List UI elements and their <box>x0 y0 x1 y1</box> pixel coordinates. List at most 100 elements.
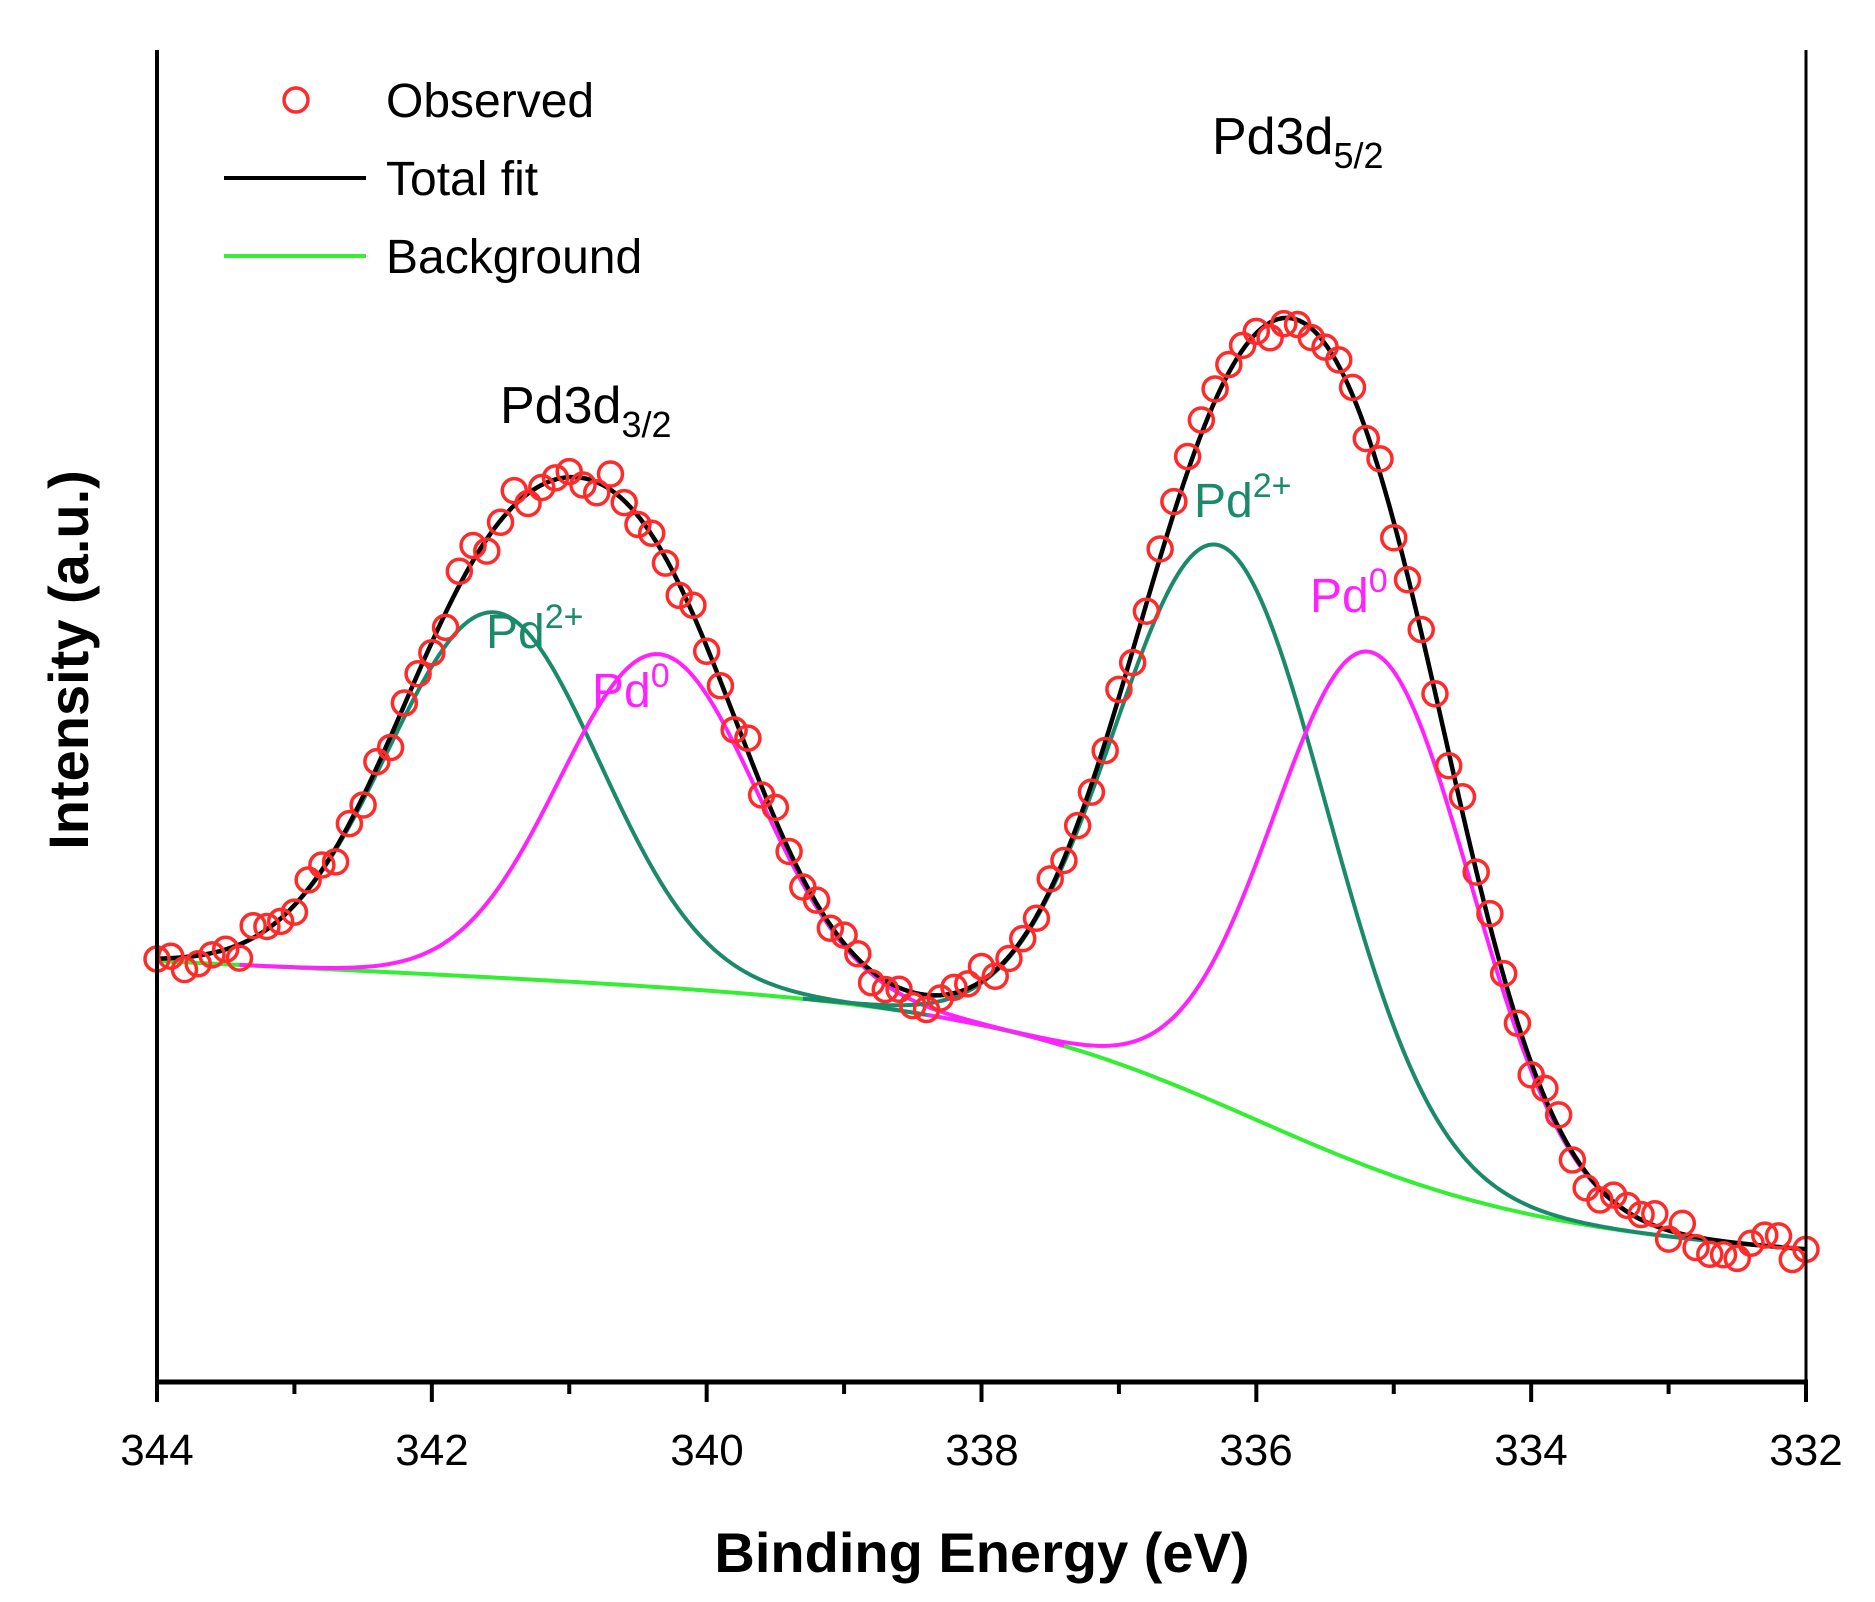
observed-point <box>1091 736 1119 765</box>
observed-point <box>1338 373 1367 402</box>
observed-point <box>871 975 900 1004</box>
observed-point <box>1696 1240 1724 1269</box>
component-label-superscript: 2+ <box>545 598 584 636</box>
observed-point <box>1297 323 1326 352</box>
observed-point <box>555 457 583 486</box>
observed-point <box>665 581 693 610</box>
x-ticks <box>155 1382 1808 1402</box>
legend-observed-marker <box>282 86 310 114</box>
observed-point <box>1393 565 1422 594</box>
observed-point <box>1668 1209 1697 1238</box>
observed-point <box>995 944 1023 973</box>
x-tick-label: 334 <box>1494 1426 1567 1475</box>
observed-point <box>211 935 240 963</box>
legend-total-fit-label: Total fit <box>386 153 538 206</box>
observed-point <box>225 944 254 972</box>
observed-point <box>1242 317 1271 346</box>
observed-point <box>1654 1225 1683 1253</box>
observed-point <box>967 952 996 981</box>
peak-label-3d52: Pd3d5/2 <box>1212 108 1384 176</box>
component-label-pd0-left: Pd0 <box>592 657 670 718</box>
observed-point <box>1380 524 1408 552</box>
observed-point <box>830 921 858 949</box>
observed-point <box>459 531 487 560</box>
observed-point <box>1434 751 1463 780</box>
observed-point <box>1063 811 1092 840</box>
series-background <box>156 958 1807 1252</box>
observed-point <box>404 659 432 688</box>
x-tick-label: 338 <box>945 1426 1018 1475</box>
observed-point <box>363 747 391 776</box>
observed-point <box>775 837 803 866</box>
observed-point <box>1201 375 1229 403</box>
observed-point <box>1325 346 1353 374</box>
observed-point <box>473 537 501 565</box>
observed-point <box>198 941 226 969</box>
observed-point <box>335 809 364 838</box>
observed-point <box>954 970 982 998</box>
observed-point <box>610 488 638 517</box>
component-label-superscript: 2+ <box>1253 467 1292 505</box>
observed-point <box>1531 1074 1559 1103</box>
component-label-pd0-right: Pd0 <box>1310 562 1388 623</box>
x-axis-title: Binding Energy (eV) <box>714 1521 1249 1584</box>
observed-point <box>431 613 460 642</box>
observed-point <box>885 975 913 1004</box>
observed-point <box>1215 350 1243 379</box>
observed-point <box>1132 597 1161 625</box>
observed-point <box>679 591 707 619</box>
x-tick-label: 336 <box>1219 1426 1292 1475</box>
observed-point <box>1022 904 1051 933</box>
observed-point <box>596 460 625 488</box>
observed-point <box>1627 1200 1655 1229</box>
observed-point <box>253 912 281 941</box>
observed-point <box>486 508 515 536</box>
observed-point <box>1187 406 1216 434</box>
component-label-superscript: 0 <box>1369 562 1388 600</box>
observed-point <box>1448 782 1477 811</box>
observed-point <box>1709 1241 1738 1269</box>
observed-point <box>1036 865 1064 893</box>
observed-point <box>1751 1221 1779 1249</box>
x-tick-label: 340 <box>670 1426 743 1475</box>
observed-point <box>445 557 474 586</box>
observed-point <box>1421 680 1449 708</box>
observed-point <box>528 473 556 502</box>
observed-point <box>1407 615 1435 644</box>
observed-point <box>569 471 597 499</box>
observed-point <box>637 519 666 548</box>
observed-point <box>1586 1186 1614 1214</box>
observed-point <box>418 639 446 667</box>
observed-point <box>1613 1191 1642 1220</box>
observed-point <box>692 637 721 666</box>
component-label-base: Pd <box>592 665 651 718</box>
observed-point <box>266 907 295 936</box>
observed-point <box>651 549 680 577</box>
peak-label-base: Pd3d <box>500 377 621 435</box>
observed-point <box>940 973 968 1002</box>
component-label-base: Pd <box>486 606 545 659</box>
observed-point <box>541 464 570 492</box>
y-axis-title: Intensity (a.u.) <box>37 470 100 850</box>
observed-point <box>1146 535 1174 563</box>
x-tick-label: 344 <box>120 1426 193 1475</box>
observed-point <box>349 791 377 819</box>
x-tick-labels: 344 342 340 338 336 334 332 <box>120 1426 1842 1475</box>
component-label-superscript: 0 <box>651 657 670 695</box>
observed-point <box>582 478 611 507</box>
observed-point <box>816 914 845 942</box>
observed-point <box>734 724 762 752</box>
peak-label-base: Pd3d <box>1212 108 1333 166</box>
observed-point <box>390 689 419 717</box>
observed-point <box>1050 846 1078 875</box>
observed-point <box>1270 309 1298 338</box>
observed-point <box>308 851 336 879</box>
observed-point <box>376 733 405 762</box>
observed-point <box>1641 1200 1669 1228</box>
legend: Observed Total fit Background <box>224 75 642 284</box>
observed-point <box>1077 778 1106 806</box>
observed-point <box>1737 1229 1765 1258</box>
observed-point <box>1256 324 1284 352</box>
observed-point <box>500 476 529 505</box>
